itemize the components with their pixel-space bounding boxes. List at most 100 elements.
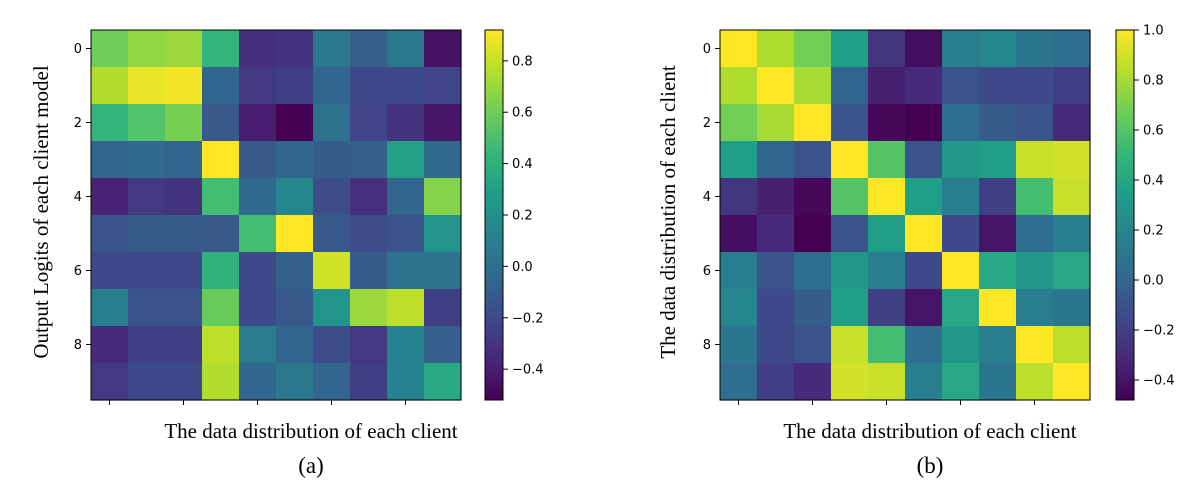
heatmap-a-cell-r6-c7: [350, 252, 388, 290]
heatmap-a-cell-r9-c9: [424, 363, 462, 401]
heatmap-b-cell-r5-c4: [868, 215, 906, 253]
heatmap-b-cell-r8-c0: [720, 326, 758, 364]
heatmap-a-cell-r5-c9: [424, 215, 462, 253]
heatmap-b-cell-r3-c6: [942, 141, 980, 179]
heatmap-b-cell-r1-c5: [905, 67, 943, 105]
colorbar-a-gradient: [485, 30, 503, 400]
heatmap-a-cell-r7-c4: [239, 289, 277, 327]
heatmap-a-cell-r2-c9: [424, 104, 462, 142]
heatmap-b-cell-r1-c3: [831, 67, 869, 105]
heatmap-a-cell-r1-c9: [424, 67, 462, 105]
heatmap-b-cell-r0-c7: [979, 30, 1017, 68]
heatmap-b-cell-r9-c4: [868, 363, 906, 401]
heatmap-b-cell-r3-c7: [979, 141, 1017, 179]
heatmap-b-cell-r2-c3: [831, 104, 869, 142]
heatmap-a-cell-r6-c8: [387, 252, 425, 290]
heatmap-a-cell-r4-c3: [202, 178, 240, 216]
heatmap-b-cell-r8-c9: [1053, 326, 1091, 364]
heatmap-b-cell-r8-c6: [942, 326, 980, 364]
y-tick-label-a-3: 6: [74, 264, 82, 279]
heatmap-a-cell-r5-c2: [165, 215, 203, 253]
heatmap-b-cell-r5-c8: [1016, 215, 1054, 253]
heatmap-b-cell-r5-c1: [757, 215, 795, 253]
heatmap-a-cell-r1-c2: [165, 67, 203, 105]
heatmap-a-cell-r4-c1: [128, 178, 166, 216]
y-tick-label-b-2: 4: [703, 190, 711, 205]
colorbar-b-tick-label-7: −0.4: [1143, 374, 1175, 389]
heatmap-a-cell-r4-c8: [387, 178, 425, 216]
heatmap-b-cell-r6-c7: [979, 252, 1017, 290]
heatmap-b-cell-r7-c7: [979, 289, 1017, 327]
colorbar-a-tick-label-1: 0.6: [512, 106, 533, 121]
heatmap-b-cell-r2-c7: [979, 104, 1017, 142]
heatmap-a-cell-r7-c3: [202, 289, 240, 327]
colorbar-a-tick-label-2: 0.4: [512, 157, 533, 172]
heatmap-b-cell-r3-c3: [831, 141, 869, 179]
heatmap-b-cell-r2-c0: [720, 104, 758, 142]
heatmap-b-cell-r8-c1: [757, 326, 795, 364]
heatmap-b-cell-r5-c3: [831, 215, 869, 253]
heatmap-a-cell-r8-c5: [276, 326, 314, 364]
heatmap-b-cell-r3-c4: [868, 141, 906, 179]
colorbar-b-gradient: [1116, 30, 1134, 400]
heatmap-b-cell-r4-c2: [794, 178, 832, 216]
heatmap-a-cell-r8-c1: [128, 326, 166, 364]
heatmap-b-cell-r7-c0: [720, 289, 758, 327]
heatmap-b-cell-r4-c7: [979, 178, 1017, 216]
colorbar-b-tick-label-1: 0.8: [1143, 74, 1164, 89]
y-tick-label-a-1: 2: [74, 116, 82, 131]
heatmap-a-cell-r6-c2: [165, 252, 203, 290]
heatmap-b-cell-r6-c4: [868, 252, 906, 290]
heatmap-a-cell-r4-c0: [91, 178, 129, 216]
heatmap-a-cell-r7-c5: [276, 289, 314, 327]
heatmap-b-cell-r6-c6: [942, 252, 980, 290]
heatmap-a-axes: 0 2 4 6 8: [74, 29, 462, 405]
heatmap-b-axes: 0 2 4 6 8: [703, 29, 1091, 405]
heatmap-a-cell-r5-c3: [202, 215, 240, 253]
heatmap-a-cell-r9-c3: [202, 363, 240, 401]
heatmap-b-cell-r5-c0: [720, 215, 758, 253]
heatmap-b-cell-r4-c8: [1016, 178, 1054, 216]
heatmap-a-cell-r5-c7: [350, 215, 388, 253]
heatmap-b-cell-r1-c1: [757, 67, 795, 105]
heatmap-b-cell-r0-c2: [794, 30, 832, 68]
heatmap-a-cell-r0-c6: [313, 30, 351, 68]
heatmap-a-cell-r8-c4: [239, 326, 277, 364]
heatmap-a-cell-r4-c7: [350, 178, 388, 216]
heatmap-a-cell-r3-c9: [424, 141, 462, 179]
heatmap-a-cell-r2-c1: [128, 104, 166, 142]
heatmap-a-cell-r4-c4: [239, 178, 277, 216]
heatmap-a-cell-r4-c9: [424, 178, 462, 216]
caption-b: (b): [917, 453, 944, 478]
heatmap-b-cell-r2-c2: [794, 104, 832, 142]
heatmap-b-cell-r5-c5: [905, 215, 943, 253]
heatmap-a-cell-r2-c0: [91, 104, 129, 142]
heatmap-a-cell-r6-c9: [424, 252, 462, 290]
heatmap-b-cell-r2-c8: [1016, 104, 1054, 142]
heatmap-a-cell-r1-c1: [128, 67, 166, 105]
heatmap-a-cell-r9-c2: [165, 363, 203, 401]
colorbar-b-tick-label-4: 0.2: [1143, 224, 1164, 239]
xlabel-b: The data distribution of each client: [783, 419, 1076, 443]
xlabel-a: The data distribution of each client: [164, 419, 457, 443]
heatmap-b-cell-r8-c7: [979, 326, 1017, 364]
ylabel-b: The data distribution of each client: [656, 65, 680, 358]
heatmap-a-cell-r7-c0: [91, 289, 129, 327]
heatmap-b-cell-r5-c6: [942, 215, 980, 253]
heatmap-a-cell-r8-c8: [387, 326, 425, 364]
heatmap-a-cell-r3-c0: [91, 141, 129, 179]
heatmap-a-cell-r0-c8: [387, 30, 425, 68]
heatmap-b-cell-r6-c1: [757, 252, 795, 290]
heatmap-b-cell-r4-c0: [720, 178, 758, 216]
heatmap-a-cell-r2-c7: [350, 104, 388, 142]
heatmap-b-cell-r5-c2: [794, 215, 832, 253]
heatmap-a-cell-r7-c2: [165, 289, 203, 327]
heatmap-b-cell-r7-c8: [1016, 289, 1054, 327]
heatmap-a-cell-r9-c5: [276, 363, 314, 401]
y-tick-label-b-0: 0: [703, 42, 711, 57]
colorbar-b-tick-label-2: 0.6: [1143, 124, 1164, 139]
heatmap-a-cell-r3-c5: [276, 141, 314, 179]
heatmap-a-cell-r7-c6: [313, 289, 351, 327]
heatmap-b-cell-r6-c8: [1016, 252, 1054, 290]
heatmap-b-cell-r7-c2: [794, 289, 832, 327]
